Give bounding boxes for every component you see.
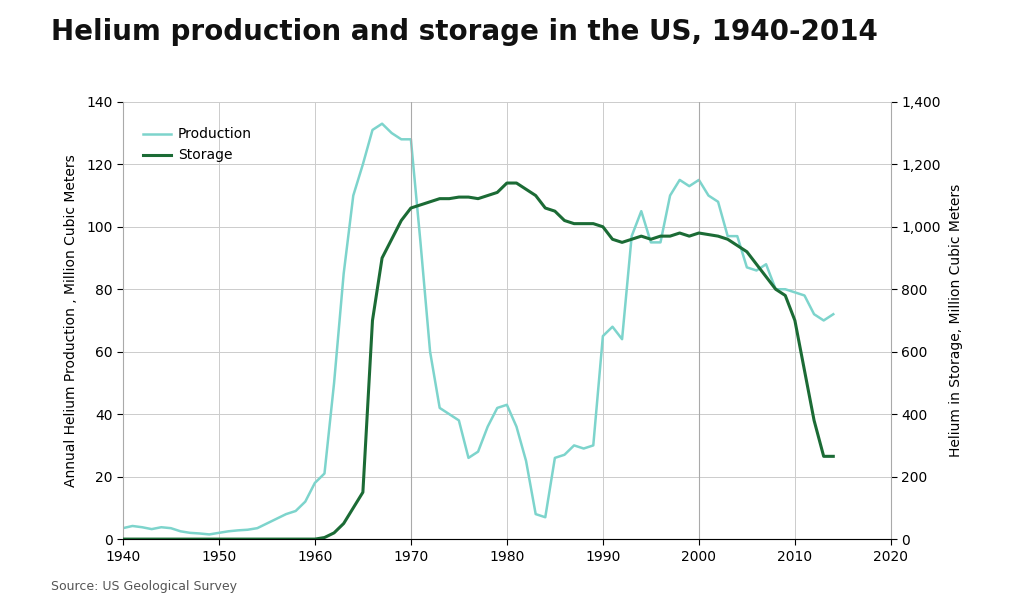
Production [203,531,215,538]
Production [376,120,388,128]
Storage [827,453,840,460]
Storage [693,229,706,237]
Production [174,528,186,535]
Y-axis label: Helium in Storage, Million Cubic Meters: Helium in Storage, Million Cubic Meters [949,184,964,457]
Production [702,192,715,199]
Storage [501,180,513,187]
Storage [174,536,186,543]
Storage [117,536,129,543]
Storage [683,232,695,240]
Production [693,176,706,183]
Line: Storage: Storage [123,183,834,539]
Line: Production: Production [123,124,834,534]
Production [827,311,840,318]
Production [722,232,734,240]
Legend: Production, Storage: Production, Storage [137,122,257,168]
Storage [760,273,772,280]
Text: Source: US Geological Survey: Source: US Geological Survey [51,580,238,593]
Text: Helium production and storage in the US, 1940-2014: Helium production and storage in the US,… [51,18,878,46]
Production [117,525,129,532]
Production [770,286,782,293]
Storage [664,232,676,240]
Y-axis label: Annual Helium Production , Million Cubic Meters: Annual Helium Production , Million Cubic… [63,154,78,487]
Storage [712,232,724,240]
Production [674,176,686,183]
